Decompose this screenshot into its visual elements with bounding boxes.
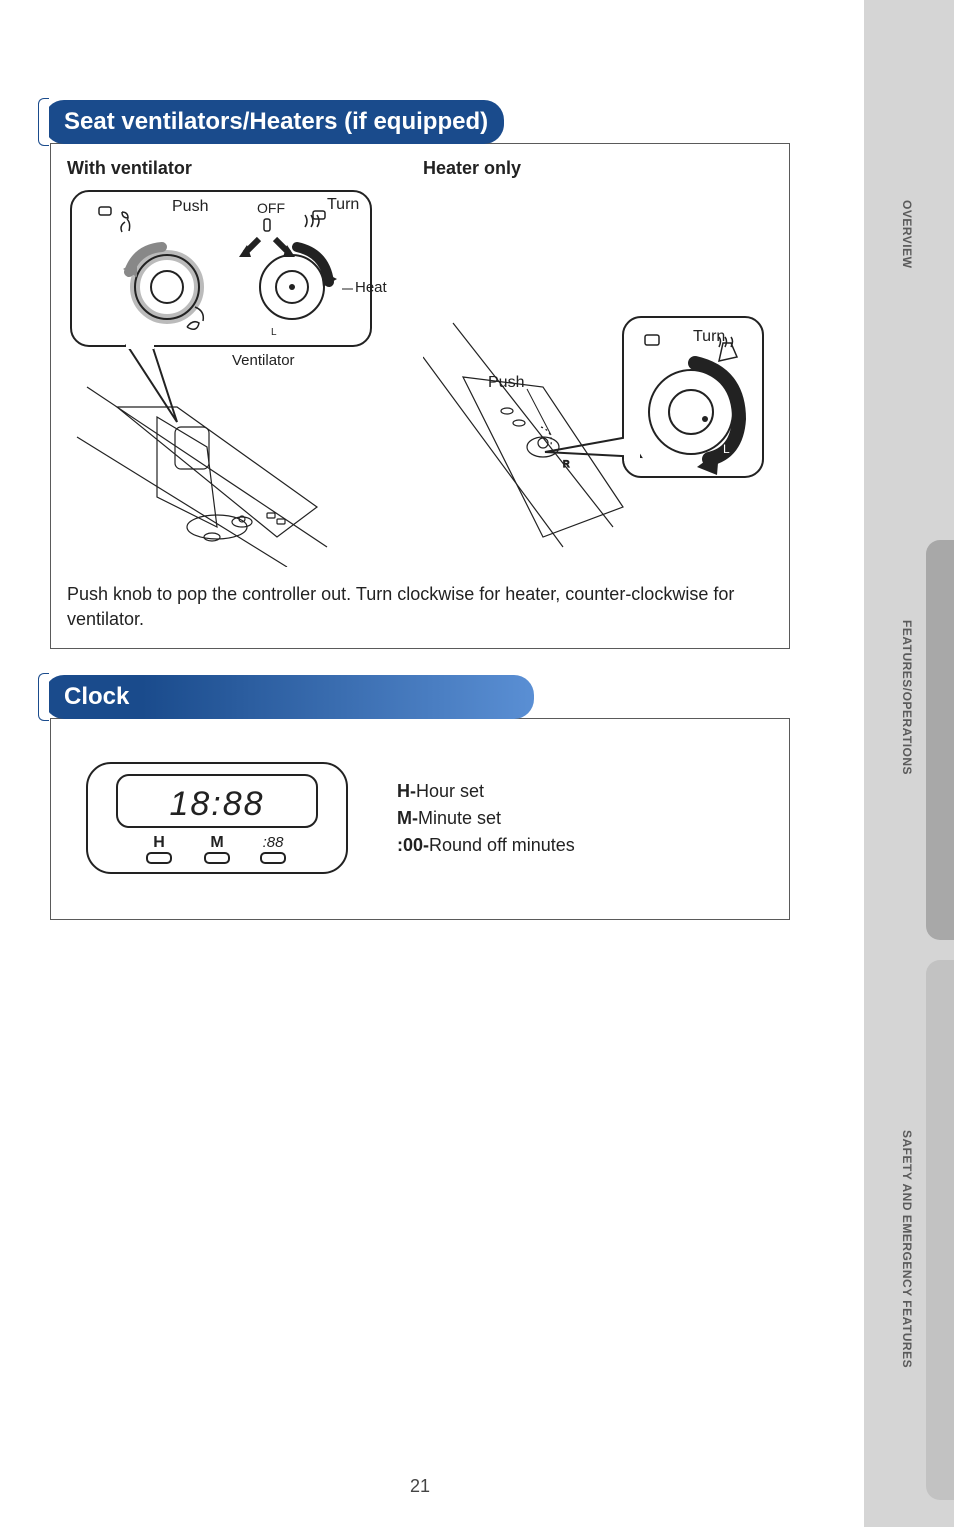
page-number: 21 [0, 1476, 840, 1497]
label-off: OFF [257, 200, 285, 216]
sidebar-label-safety: SAFETY AND EMERGENCY FEATURES [900, 1130, 914, 1368]
clock-display: 18:88 [169, 785, 264, 823]
label-ventilator: Ventilator [232, 352, 295, 369]
heading-seat-ventilators: Seat ventilators/Heaters (if equipped) [44, 100, 504, 144]
with-ventilator-diagram: Push OFF Turn [67, 187, 387, 567]
sidebar-label-overview: OVERVIEW [900, 200, 914, 268]
seat-ventilators-instruction: Push knob to pop the controller out. Tur… [67, 582, 773, 632]
heater-only-diagram: Turn L [423, 187, 773, 567]
clock-description: H-Hour set M-Minute set :00-Round off mi… [397, 778, 575, 859]
svg-text:R: R [563, 459, 570, 469]
svg-text:L: L [271, 327, 277, 338]
heading-clock: Clock [44, 675, 534, 719]
sidebar-tab-features [926, 540, 954, 940]
heater-only-col: Heater only Turn [413, 158, 773, 572]
page-content: Seat ventilators/Heaters (if equipped) W… [50, 100, 790, 920]
label-turn: Turn [327, 196, 359, 213]
clock-diagram: 18:88 H M :88 [77, 753, 357, 883]
clock-m-label: M [210, 834, 223, 851]
heater-only-heading: Heater only [423, 158, 773, 179]
sidebar-label-features: FEATURES/OPERATIONS [900, 620, 914, 775]
with-ventilator-col: With ventilator Push OFF Turn [67, 158, 393, 572]
seat-ventilators-box: With ventilator Push OFF Turn [50, 143, 790, 649]
svg-text:L: L [723, 442, 730, 456]
clock-00-label: :88 [263, 834, 285, 851]
with-ventilator-heading: With ventilator [67, 158, 393, 179]
clock-h-label: H [153, 834, 165, 851]
console-sketch-left [77, 387, 327, 567]
console-sketch-right: R [423, 323, 623, 547]
sidebar-tab-safety [926, 960, 954, 1500]
label-heater: Heater [355, 279, 387, 296]
label-push: Push [172, 198, 208, 215]
clock-box: 18:88 H M :88 H-Hour set M-Minute set :0… [50, 718, 790, 920]
